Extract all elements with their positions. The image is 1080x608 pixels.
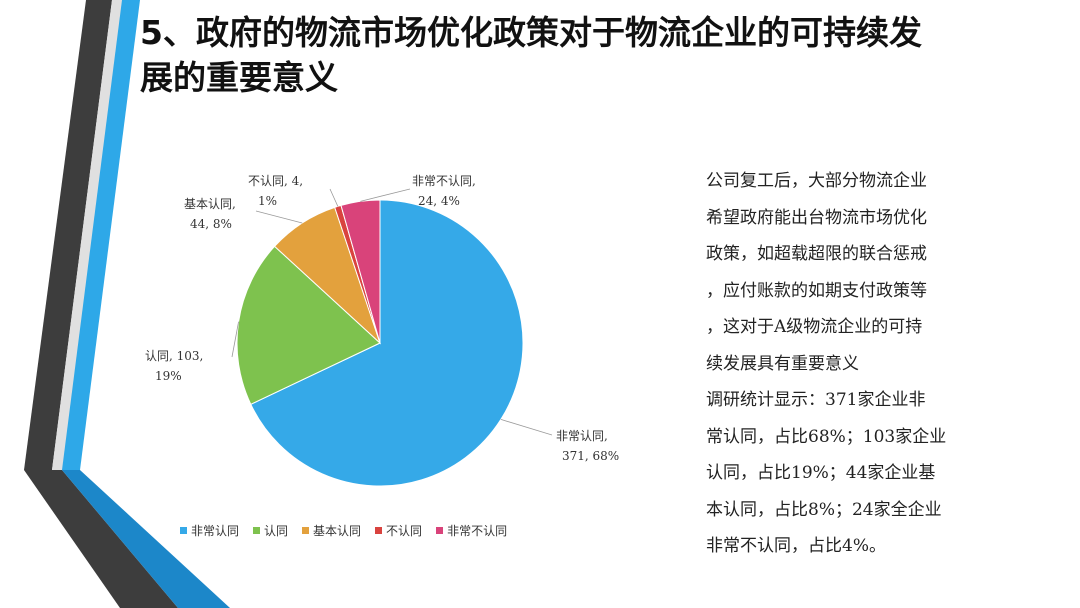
body-line: 常认同，占比68%；103家企业 xyxy=(706,426,947,447)
data-label: 371, 68% xyxy=(562,449,619,463)
title-line-2: 展的重要意义 xyxy=(140,58,338,97)
body-line: ，应付账款的如期支付政策等 xyxy=(706,280,927,301)
body-line: 希望政府能出台物流市场优化 xyxy=(706,207,927,228)
body-line: 本认同，占比8%；24家全企业 xyxy=(706,499,942,520)
legend-swatch xyxy=(436,527,444,534)
leader-line xyxy=(255,210,303,224)
chart-legend: 非常认同 认同 基本认同 不认同 非常不认同 xyxy=(180,522,507,539)
body-line: 认同，占比19%；44家企业基 xyxy=(706,463,936,483)
legend-label: 非常不认同 xyxy=(447,524,508,538)
body-line: 政策，如超载超限的联合惩戒 xyxy=(706,244,927,264)
data-label: 基本认同, xyxy=(184,197,236,211)
legend-swatch xyxy=(302,527,310,534)
body-line: 续发展具有重要意义 xyxy=(706,353,859,374)
blue-bottom-stripe xyxy=(62,470,230,608)
data-label: 非常认同, xyxy=(556,429,608,443)
legend-swatch xyxy=(180,527,187,534)
title-line-1: 5、政府的物流市场优化政策对于物流企业的可持续发 xyxy=(140,13,922,52)
body-line: 调研统计显示：371家企业非 xyxy=(706,390,926,410)
data-label: 19% xyxy=(155,369,182,383)
legend-swatch xyxy=(253,527,261,534)
dark-stripe xyxy=(24,0,112,470)
data-label: 认同, 103, xyxy=(145,349,203,363)
data-label: 44, 8% xyxy=(190,217,232,231)
leader-line xyxy=(360,188,411,202)
slice-agree xyxy=(236,245,381,405)
data-label: 24, 4% xyxy=(418,194,460,208)
data-label: 非常不认同, xyxy=(412,174,476,188)
body-line: ，这对于A级物流企业的可持 xyxy=(706,317,923,337)
body-text: 公司复工后，大部分物流企业 希望政府能出台物流市场优化 政策，如超载超限的联合惩戒 ，… xyxy=(706,163,981,565)
dark-bottom-stripe xyxy=(24,470,178,608)
leader-line xyxy=(329,188,339,207)
leader-line xyxy=(231,321,239,358)
decorative-stripes xyxy=(24,0,230,608)
data-label: 不认同, 4, xyxy=(248,174,303,188)
legend-label: 基本认同 xyxy=(313,524,362,538)
slide-title: 5、政府的物流市场优化政策对于物流企业的可持续发 展的重要意义 xyxy=(140,10,1040,100)
legend-item: 不认同 xyxy=(375,522,422,539)
body-line: 公司复工后，大部分物流企业 xyxy=(706,171,927,191)
leader-line xyxy=(500,419,553,436)
data-label: 1% xyxy=(258,194,277,208)
blue-stripe xyxy=(62,0,140,470)
legend-label: 认同 xyxy=(264,524,289,538)
legend-item: 非常认同 xyxy=(180,522,239,539)
legend-swatch xyxy=(375,527,383,534)
legend-item: 基本认同 xyxy=(302,522,361,539)
body-line: 非常不认同，占比4%。 xyxy=(706,536,886,556)
legend-item: 认同 xyxy=(253,522,288,539)
legend-item: 非常不认同 xyxy=(436,522,507,539)
pie-chart: 非常认同, 371, 68% 认同, 103, 19% 基本认同, 44, 8% 不认同, … xyxy=(145,174,619,487)
legend-label: 非常认同 xyxy=(191,524,240,538)
legend-label: 不认同 xyxy=(386,524,423,538)
